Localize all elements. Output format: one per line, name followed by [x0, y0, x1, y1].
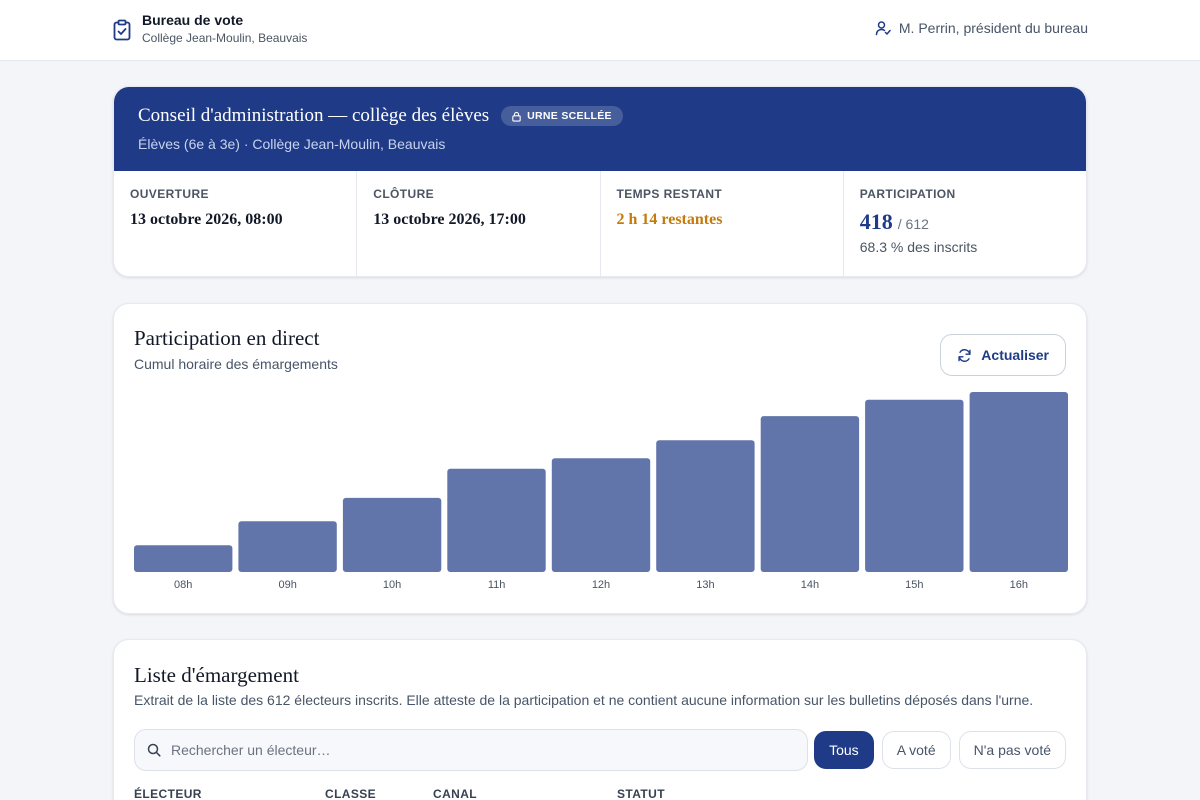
x-tick-label: 09h [279, 579, 297, 591]
sealed-badge-label: URNE SCELLÉE [527, 110, 612, 122]
refresh-button-label: Actualiser [981, 347, 1049, 363]
bar-12h [551, 458, 651, 572]
user-menu[interactable]: M. Perrin, président du bureau [875, 20, 1088, 36]
x-tick-label: 10h [383, 579, 401, 591]
table-header: ÉLECTEUR CLASSE CANAL STATUT [114, 787, 1088, 800]
top-bar: Bureau de vote Collège Jean-Moulin, Beau… [0, 0, 1200, 61]
stat-closing: CLÔTURE 13 octobre 2026, 17:00 [357, 171, 601, 276]
x-tick-label: 14h [801, 579, 819, 591]
filter-all[interactable]: Tous [814, 731, 874, 769]
stat-remaining: TEMPS RESTANT 2 h 14 restantes [601, 171, 844, 276]
refresh-icon [958, 348, 971, 362]
bar-16h [969, 392, 1068, 572]
bar-11h [447, 468, 546, 572]
search-icon [147, 743, 161, 757]
election-stats: OUVERTURE 13 octobre 2026, 08:00 CLÔTURE… [114, 171, 1086, 276]
search-input[interactable] [171, 742, 771, 758]
bar-10h [342, 497, 442, 572]
election-subtitle: Élèves (6e à 3e) · Collège Jean-Moulin, … [138, 136, 446, 152]
participation-bar-chart: 08h 09h 10h 11h 12h 13h 14h 15h 16h [134, 392, 1068, 591]
x-tick-label: 15h [905, 579, 923, 591]
lock-icon [512, 111, 521, 122]
stat-closing-label: CLÔTURE [373, 187, 435, 201]
stat-remaining-value: 2 h 14 restantes [616, 211, 723, 228]
participation-percent: 68.3 % des inscrits [859, 239, 978, 255]
bar-14h [760, 416, 860, 572]
stat-opening: OUVERTURE 13 octobre 2026, 08:00 [114, 171, 358, 276]
bar-15h [865, 399, 964, 572]
column-class[interactable]: CLASSE [325, 787, 377, 800]
x-tick-label: 16h [1010, 579, 1028, 591]
x-tick-label: 13h [696, 579, 714, 591]
status-filters: Tous A voté N'a pas voté [806, 731, 1066, 769]
column-channel[interactable]: CANAL [433, 787, 477, 800]
clipboard-check-icon [113, 19, 131, 41]
participation-chart-card: Participation en direct Cumul horaire de… [113, 303, 1087, 614]
search-box[interactable] [134, 729, 808, 771]
column-status[interactable]: STATUT [617, 787, 665, 800]
bar-13h [656, 440, 755, 572]
sealed-badge: URNE SCELLÉE [501, 106, 623, 126]
user-name: M. Perrin, président du bureau [898, 20, 1088, 36]
x-tick-label: 08h [174, 579, 192, 591]
election-header: Conseil d'administration — collège des é… [114, 87, 1086, 171]
brand: Bureau de vote Collège Jean-Moulin, Beau… [113, 12, 307, 45]
chart-subtitle: Cumul horaire des émargements [134, 356, 338, 372]
user-check-icon [875, 21, 891, 36]
filter-voted[interactable]: A voté [881, 731, 951, 769]
stat-closing-value: 13 octobre 2026, 17:00 [373, 211, 526, 228]
bar-09h [238, 521, 337, 572]
stat-participation-label: PARTICIPATION [859, 187, 956, 201]
app-subtitle: Collège Jean-Moulin, Beauvais [142, 31, 308, 45]
x-tick-label: 12h [592, 579, 610, 591]
election-title: Conseil d'administration — collège des é… [138, 105, 490, 126]
app-title: Bureau de vote [142, 12, 244, 28]
participation-count: 418 [859, 209, 893, 234]
refresh-button[interactable]: Actualiser [940, 334, 1066, 376]
x-tick-label: 11h [488, 579, 506, 591]
stat-opening-label: OUVERTURE [130, 187, 209, 201]
bar-08h [134, 545, 233, 572]
filter-not-voted[interactable]: N'a pas voté [958, 731, 1066, 769]
list-description: Extrait de la liste des 612 électeurs in… [134, 692, 1034, 708]
stat-remaining-label: TEMPS RESTANT [616, 187, 723, 201]
participation-total: / 612 [897, 216, 929, 232]
list-title: Liste d'émargement [134, 663, 299, 687]
stat-participation: PARTICIPATION 418 / 612 68.3 % des inscr… [844, 171, 1086, 276]
chart-title: Participation en direct [134, 326, 320, 350]
election-card: Conseil d'administration — collège des é… [113, 86, 1087, 277]
stat-opening-value: 13 octobre 2026, 08:00 [130, 211, 283, 228]
attendance-list-card: Liste d'émargement Extrait de la liste d… [113, 639, 1087, 800]
column-voter[interactable]: ÉLECTEUR [134, 787, 202, 800]
